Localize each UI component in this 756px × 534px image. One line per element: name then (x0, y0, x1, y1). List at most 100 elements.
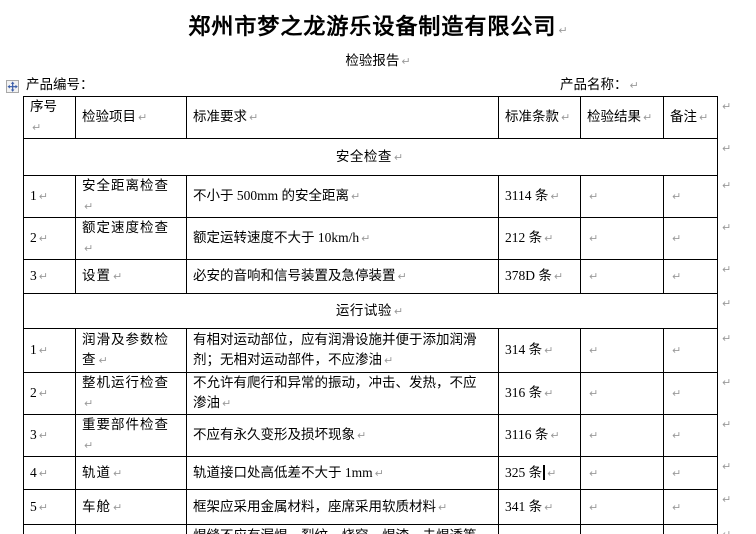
cell-serial-text: 4 (30, 464, 37, 480)
paragraph-mark-icon: ↵ (384, 354, 394, 367)
paragraph-mark-icon: ↵ (113, 270, 123, 283)
header-col-requirement[interactable]: 标准要求 ↵ (186, 96, 499, 139)
cell-clause[interactable]: 378D 条 ↵ (498, 259, 581, 294)
cell-clause[interactable]: 3114 条 ↵ (498, 175, 581, 218)
cell-remark[interactable]: ↵ (663, 489, 718, 525)
cell-result[interactable]: ↵ (580, 175, 664, 218)
paragraph-mark-icon: ↵ (438, 500, 448, 514)
section-title-cell[interactable]: 运行试验 ↵ (23, 293, 718, 329)
cell-clause[interactable]: 3113 条↵ (498, 524, 581, 534)
header-col-clause[interactable]: 标准条款 ↵ (498, 96, 581, 139)
cell-requirement[interactable]: 不允许有爬行和异常的振动，冲击、发热，不应渗油 ↵ (186, 372, 499, 415)
cell-requirement[interactable]: 焊缝不应有漏焊，裂纹，烧穿，焊渣，未焊透等现象↵ (186, 524, 499, 534)
product-info-line[interactable]: 产品编号： 产品名称： ↵ (0, 76, 756, 94)
cell-result[interactable]: ↵ (580, 328, 664, 373)
cell-requirement[interactable]: 有相对运动部位，应有润滑设施并便于添加润滑剂；无相对运动部件，不应渗油 ↵ (186, 328, 499, 373)
cell-serial[interactable]: 2 ↵ (23, 217, 76, 260)
cell-requirement[interactable]: 必安的音响和信号装置及急停装置 ↵ (186, 259, 499, 294)
end-of-row-mark-icon: ↵ (722, 297, 732, 310)
cell-requirement[interactable]: 额定运转速度不大于 10km/h ↵ (186, 217, 499, 260)
cell-clause-text: 325 条 (505, 464, 543, 480)
paragraph-mark-icon: ↵ (357, 429, 367, 442)
cell-clause[interactable]: 314 条 ↵ (498, 328, 581, 373)
cell-remark[interactable]: ↵ (663, 372, 718, 415)
cell-result[interactable]: ↵ (580, 524, 664, 534)
cell-requirement-text: 不小于 500mm 的安全距离 (193, 188, 350, 203)
cell-serial[interactable]: 6↵ (23, 524, 76, 534)
table-move-handle-icon[interactable] (6, 80, 19, 93)
product-number-label[interactable]: 产品编号： (26, 77, 94, 92)
cell-remark[interactable]: ↵ (663, 217, 718, 260)
cell-item[interactable]: 安全距离检查 ↵ (75, 175, 187, 218)
paragraph-mark-icon: ↵ (672, 190, 682, 203)
cell-result[interactable]: ↵ (580, 414, 664, 457)
cell-item[interactable]: 额定速度检查 ↵ (75, 217, 187, 260)
cell-remark[interactable]: ↵ (663, 524, 718, 534)
end-of-row-mark-icon: ↵ (722, 493, 732, 506)
cell-remark[interactable]: ↵ (663, 456, 718, 490)
paragraph-mark-icon: ↵ (38, 270, 48, 283)
cell-item[interactable]: 焊接↵ (75, 524, 187, 534)
cell-item[interactable]: 重要部件检查 ↵ (75, 414, 187, 457)
paragraph-mark-icon: ↵ (38, 466, 48, 480)
paragraph-mark-icon: ↵ (351, 190, 361, 203)
paragraph-mark-icon: ↵ (138, 111, 148, 124)
cell-item[interactable]: 整机运行检查 ↵ (75, 372, 187, 415)
cell-clause[interactable]: 212 条 ↵ (498, 217, 581, 260)
report-subtitle-line[interactable]: 检验报告 ↵ (0, 52, 756, 71)
paragraph-mark-icon: ↵ (589, 270, 599, 283)
end-of-row-mark-icon: ↵ (722, 529, 731, 534)
paragraph-mark-icon: ↵ (401, 55, 411, 68)
document-title-line[interactable]: 郑州市梦之龙游乐设备制造有限公司 ↵ (0, 12, 756, 46)
cell-item[interactable]: 润滑及参数检查 ↵ (75, 328, 187, 373)
cell-clause[interactable]: 3116 条 ↵ (498, 414, 581, 457)
table-row: 3 ↵ 设置 ↵ 必安的音响和信号装置及急停装置 ↵ 378D 条 ↵ ↵ ↵ (23, 259, 718, 294)
cell-item-text: 设置 (82, 268, 111, 283)
paragraph-mark-icon: ↵ (32, 121, 42, 134)
header-col-remark[interactable]: 备注 ↵ (663, 96, 718, 139)
cell-serial[interactable]: 5 ↵ (23, 489, 76, 525)
paragraph-mark-icon: ↵ (361, 232, 371, 245)
cell-serial[interactable]: 1 ↵ (23, 328, 76, 373)
inspection-table-body: 序号↵ 检验项目 ↵ 标准要求 ↵ 标准条款 ↵ 检验结果 ↵ 备注 ↵ 安全检查 ↵ 1 ↵ 安全距离检查↵… (23, 96, 718, 534)
header-col-item[interactable]: 检验项目 ↵ (75, 96, 187, 139)
end-of-row-mark-icon: ↵ (722, 142, 732, 155)
cell-result[interactable]: ↵ (580, 372, 664, 415)
section-title-cell[interactable]: 安全检查 ↵ (23, 138, 718, 176)
cell-requirement[interactable]: 不应有永久变形及损坏现象 ↵ (186, 414, 499, 457)
paragraph-mark-icon: ↵ (397, 270, 407, 283)
cell-clause[interactable]: 325 条 ↵ (498, 456, 581, 490)
cell-remark[interactable]: ↵ (663, 259, 718, 294)
cell-result[interactable]: ↵ (580, 217, 664, 260)
cell-requirement[interactable]: 轨道接口处高低差不大于 1mm ↵ (186, 456, 499, 490)
cell-remark[interactable]: ↵ (663, 328, 718, 373)
cell-result[interactable]: ↵ (580, 489, 664, 525)
cell-item[interactable]: 轨道 ↵ (75, 456, 187, 490)
paragraph-mark-icon: ↵ (589, 387, 599, 400)
header-col-serial[interactable]: 序号 ↵ (23, 96, 76, 139)
end-of-row-mark-icon: ↵ (722, 221, 732, 234)
cell-remark[interactable]: ↵ (663, 414, 718, 457)
cell-result[interactable]: ↵ (580, 259, 664, 294)
cell-serial[interactable]: 3 ↵ (23, 414, 76, 457)
cell-clause-text: 316 条 (505, 385, 543, 400)
cell-serial[interactable]: 1 ↵ (23, 175, 76, 218)
paragraph-mark-icon: ↵ (393, 150, 404, 164)
section-title-text: 运行试验 (335, 302, 392, 318)
cell-serial[interactable]: 2 ↵ (23, 372, 76, 415)
cell-item[interactable]: 车舱 ↵ (75, 489, 187, 525)
cell-result[interactable]: ↵ (580, 456, 664, 490)
cell-clause-text: 3114 条 (505, 188, 549, 203)
paragraph-mark-icon: ↵ (672, 344, 682, 357)
cell-remark[interactable]: ↵ (663, 175, 718, 218)
product-name-line[interactable]: 产品名称： ↵ (560, 76, 639, 95)
cell-clause[interactable]: 316 条 ↵ (498, 372, 581, 415)
cell-requirement[interactable]: 不小于 500mm 的安全距离 ↵ (186, 175, 499, 218)
cell-requirement[interactable]: 框架应采用金属材料，座席采用软质材料 ↵ (186, 489, 499, 525)
cell-clause[interactable]: 341 条 ↵ (498, 489, 581, 525)
cell-serial[interactable]: 3 ↵ (23, 259, 76, 294)
header-col-result[interactable]: 检验结果 ↵ (580, 96, 664, 139)
cell-serial[interactable]: 4 ↵ (23, 456, 76, 490)
cell-item-text: 重要部件检查 (82, 417, 169, 432)
cell-item[interactable]: 设置 ↵ (75, 259, 187, 294)
